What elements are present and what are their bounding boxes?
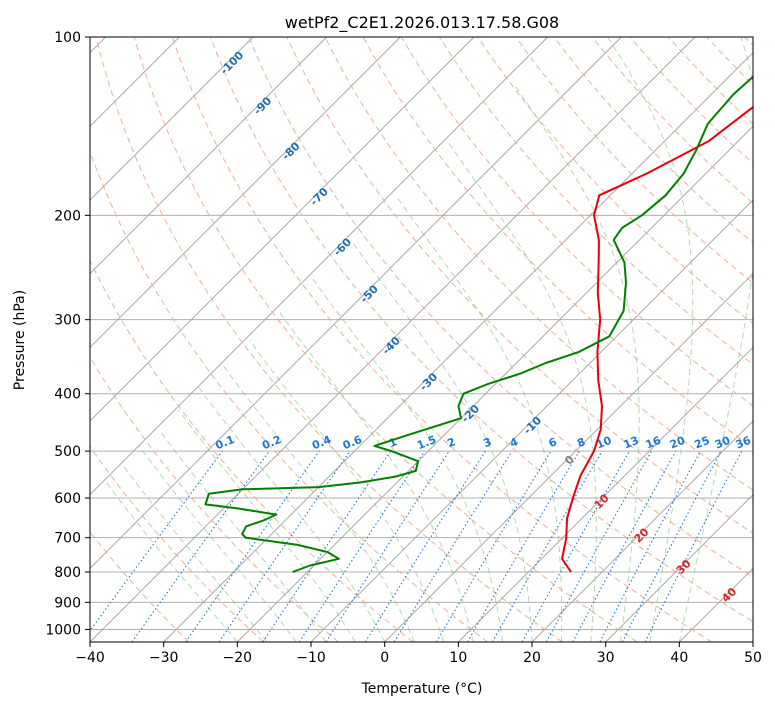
moist-adiabat-line — [311, 277, 503, 642]
mixing-ratio-label: 30 — [713, 434, 732, 452]
moist-adiabat-line — [223, 366, 415, 642]
moist-adiabat-line — [121, 463, 268, 642]
mixing-ratio-line — [364, 450, 486, 642]
isotherm-line — [90, 37, 401, 348]
mixing-ratio-line — [325, 450, 450, 642]
plot-frame — [89, 36, 754, 643]
isotherm-line — [531, 420, 753, 642]
isotherm-line — [90, 37, 622, 569]
mixing-ratio-line — [467, 450, 580, 642]
dry-adiabat-line — [248, 37, 753, 578]
dry-adiabat-line — [324, 37, 753, 491]
moist-adiabat-line — [513, 83, 640, 642]
x-tick-label: −20 — [223, 650, 253, 666]
y-axis-label: Pressure (hPa) — [12, 290, 28, 390]
moist-adiabat-line — [249, 340, 445, 642]
moist-adiabat-line — [198, 386, 386, 642]
mixing-ratio-label: 16 — [644, 434, 663, 452]
moist-adiabat-line — [447, 141, 597, 642]
dry-adiabat-line — [591, 37, 753, 204]
mixing-ratio-label: 2 — [445, 435, 457, 450]
y-tick-label: 700 — [54, 531, 81, 547]
moist-adiabat-line — [104, 480, 238, 642]
x-tick-label: 30 — [597, 650, 615, 666]
temperature-profile-line — [561, 105, 753, 573]
axes: −40 −30 −20 −10 0 10 20 30 40 50 100 200 300 400 500 60… — [45, 30, 762, 666]
dry-adiabat-line — [515, 37, 753, 284]
dry-adiabat-line — [90, 445, 264, 642]
dry-adiabat-line — [362, 37, 753, 449]
background-lines — [90, 37, 753, 642]
mixing-ratio-label: 36 — [734, 434, 753, 452]
moist-adiabat-line — [350, 239, 533, 642]
mixing-ratio-line — [393, 450, 513, 642]
isotherm-line — [90, 37, 475, 422]
dry-adiabat-line — [90, 259, 414, 642]
mixing-ratio-label: 13 — [622, 434, 641, 452]
y-tick-label: 500 — [54, 444, 81, 460]
mixing-ratio-line — [218, 450, 351, 642]
mixing-ratio-label: 20 — [668, 434, 687, 452]
x-tick-label: −30 — [149, 650, 179, 666]
dry-adiabat-line — [629, 37, 753, 165]
mixing-ratio-line — [521, 450, 630, 642]
dewpoint-profile-line — [204, 75, 753, 573]
mixing-ratio-label: 10 — [594, 434, 613, 452]
isotherm-line — [237, 125, 753, 642]
y-tick-label: 1000 — [45, 622, 81, 638]
y-tick-label: 800 — [54, 565, 81, 581]
dry-adiabat-line — [210, 37, 753, 623]
y-tick-label: 400 — [54, 387, 81, 403]
moist-adiabat-line — [177, 409, 356, 642]
x-axis-label: Temperature (°C) — [361, 681, 483, 697]
mixing-ratio-label: 3 — [481, 435, 493, 450]
mixing-ratio-line — [491, 450, 603, 642]
moist-adiabat-line — [607, 37, 694, 642]
x-tick-label: −10 — [296, 650, 326, 666]
mixing-ratio-line — [90, 450, 223, 632]
mixing-ratio-label: 8 — [575, 435, 587, 450]
moist-adiabat-line — [158, 429, 327, 642]
mixing-ratio-label: 1 — [387, 435, 399, 450]
isotherm-line — [90, 37, 696, 642]
moist-adiabat-line — [278, 310, 474, 642]
x-tick-label: −40 — [75, 650, 105, 666]
y-tick-label: 100 — [54, 30, 81, 46]
x-tick-label: 40 — [670, 650, 688, 666]
dry-adiabat-line — [400, 37, 753, 407]
chart-title: wetPf2_C2E1.2026.013.17.58.G08 — [285, 13, 559, 33]
mixing-ratio-line — [185, 450, 320, 642]
isotherm-line — [384, 273, 753, 642]
x-tick-label: 20 — [523, 650, 541, 666]
y-tick-label: 200 — [54, 208, 81, 224]
isotherm-line — [90, 37, 327, 275]
isotherm-line — [90, 37, 254, 201]
profile-lines — [204, 75, 753, 573]
x-tick-label: 10 — [449, 650, 467, 666]
mixing-ratio-label: 25 — [693, 434, 712, 452]
y-tick-label: 600 — [54, 491, 81, 507]
mixing-ratio-line — [131, 450, 270, 642]
dry-adiabat-line — [171, 37, 712, 642]
dry-adiabat-line — [95, 37, 563, 642]
x-tick-label: 50 — [744, 650, 762, 666]
isotherm-line — [90, 37, 548, 496]
mixing-ratio-line — [435, 450, 552, 642]
x-tick-label: 0 — [380, 650, 389, 666]
moist-adiabat-line — [678, 37, 753, 642]
isotherm-line — [605, 494, 753, 642]
plot-area — [90, 37, 753, 642]
dry-adiabat-line — [477, 37, 753, 325]
dry-adiabat-line — [133, 37, 638, 642]
mixing-ratio-line — [545, 450, 653, 642]
y-tick-label: 300 — [54, 313, 81, 329]
mixing-ratio-line — [572, 450, 677, 642]
y-tick-label: 900 — [54, 595, 81, 611]
